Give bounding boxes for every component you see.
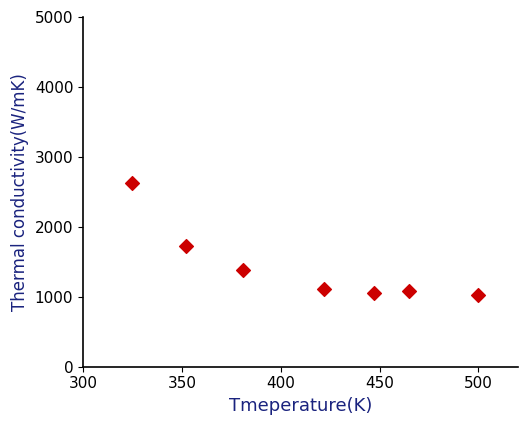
Point [405, 288, 413, 294]
Point [128, 180, 136, 187]
X-axis label: Tmeperature(K): Tmeperature(K) [229, 397, 372, 415]
Y-axis label: Thermal conductivity(W/mK): Thermal conductivity(W/mK) [11, 73, 29, 311]
Point [474, 292, 482, 299]
Point [320, 285, 329, 292]
Point [239, 267, 248, 273]
Point [369, 290, 378, 296]
Point [181, 243, 190, 250]
